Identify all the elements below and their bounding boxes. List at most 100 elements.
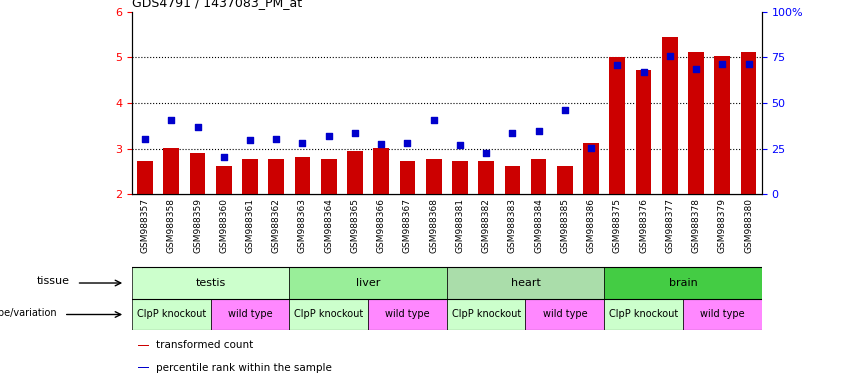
Bar (683, 299, 762, 330)
Point (191, 124, 204, 130)
Point (138, 136, 151, 142)
Bar (190, 153, 205, 194)
Bar (243, 159, 258, 194)
Bar (531, 159, 546, 194)
Bar (368, 299, 447, 330)
Point (585, 145, 598, 151)
Point (689, 66, 703, 72)
Point (610, 62, 624, 68)
Point (637, 69, 650, 75)
Point (295, 140, 309, 146)
Text: transformed count: transformed count (156, 340, 253, 350)
Point (164, 117, 178, 123)
Text: genotype/variation: genotype/variation (0, 308, 57, 318)
Text: percentile rank within the sample: percentile rank within the sample (156, 363, 332, 373)
Bar (132, 299, 211, 330)
Bar (447, 267, 604, 299)
Bar (289, 267, 447, 299)
Text: GSM988357: GSM988357 (140, 198, 150, 253)
Bar (604, 299, 683, 330)
Point (401, 140, 414, 146)
Bar (289, 299, 368, 330)
Bar (211, 299, 289, 330)
Point (270, 136, 283, 142)
Bar (294, 157, 311, 194)
Point (663, 53, 677, 60)
Text: GSM988367: GSM988367 (403, 198, 412, 253)
Bar (609, 57, 625, 194)
Bar (163, 148, 179, 194)
Bar (505, 166, 520, 194)
Bar (740, 52, 757, 194)
Text: brain: brain (669, 278, 697, 288)
Bar (347, 151, 363, 194)
Point (243, 137, 257, 144)
Bar (714, 56, 730, 194)
Bar (426, 159, 442, 194)
Text: ClpP knockout: ClpP knockout (294, 310, 363, 319)
Bar (321, 159, 336, 194)
Text: wild type: wild type (228, 310, 272, 319)
Text: ClpP knockout: ClpP knockout (137, 310, 206, 319)
Bar (268, 159, 284, 194)
Text: GSM988385: GSM988385 (560, 198, 569, 253)
Bar (138, 367, 150, 368)
Text: GSM988364: GSM988364 (324, 198, 334, 253)
Bar (604, 267, 762, 299)
Bar (662, 36, 677, 194)
Text: GSM988361: GSM988361 (245, 198, 254, 253)
Point (742, 61, 756, 67)
Point (217, 154, 231, 160)
Text: tissue: tissue (37, 276, 70, 286)
Bar (557, 166, 573, 194)
Text: GSM988366: GSM988366 (377, 198, 386, 253)
Text: GSM988383: GSM988383 (508, 198, 517, 253)
Point (532, 128, 545, 134)
Point (453, 142, 466, 148)
Text: GSM988360: GSM988360 (220, 198, 228, 253)
Text: GSM988363: GSM988363 (298, 198, 307, 253)
Text: wild type: wild type (386, 310, 430, 319)
Point (716, 61, 729, 67)
Text: liver: liver (356, 278, 380, 288)
Text: testis: testis (196, 278, 226, 288)
Point (322, 133, 335, 139)
Bar (216, 166, 231, 194)
Bar (636, 70, 651, 194)
Text: wild type: wild type (543, 310, 587, 319)
Point (427, 117, 441, 123)
Point (558, 107, 572, 113)
Text: GSM988386: GSM988386 (586, 198, 596, 253)
Text: GSM988375: GSM988375 (613, 198, 622, 253)
Text: heart: heart (511, 278, 540, 288)
Point (505, 129, 519, 136)
Point (374, 141, 388, 147)
Text: GSM988358: GSM988358 (167, 198, 176, 253)
Text: ClpP knockout: ClpP knockout (452, 310, 521, 319)
Text: GDS4791 / 1437083_PM_at: GDS4791 / 1437083_PM_at (132, 0, 302, 9)
Point (479, 150, 493, 156)
Bar (374, 148, 389, 194)
Text: wild type: wild type (700, 310, 745, 319)
Bar (478, 161, 494, 194)
Text: GSM988381: GSM988381 (455, 198, 465, 253)
Text: GSM988368: GSM988368 (429, 198, 438, 253)
Bar (400, 161, 415, 194)
Bar (138, 345, 150, 346)
Text: GSM988376: GSM988376 (639, 198, 648, 253)
Bar (452, 161, 468, 194)
Text: GSM988362: GSM988362 (271, 198, 281, 253)
Text: GSM988384: GSM988384 (534, 198, 543, 253)
Bar (526, 299, 604, 330)
Point (348, 129, 362, 136)
Bar (132, 267, 289, 299)
Text: GSM988382: GSM988382 (482, 198, 491, 253)
Text: GSM988377: GSM988377 (665, 198, 674, 253)
Text: GSM988380: GSM988380 (744, 198, 753, 253)
Text: GSM988378: GSM988378 (692, 198, 700, 253)
Bar (137, 161, 153, 194)
Text: GSM988379: GSM988379 (717, 198, 727, 253)
Text: GSM988359: GSM988359 (193, 198, 202, 253)
Bar (583, 143, 599, 194)
Bar (447, 299, 525, 330)
